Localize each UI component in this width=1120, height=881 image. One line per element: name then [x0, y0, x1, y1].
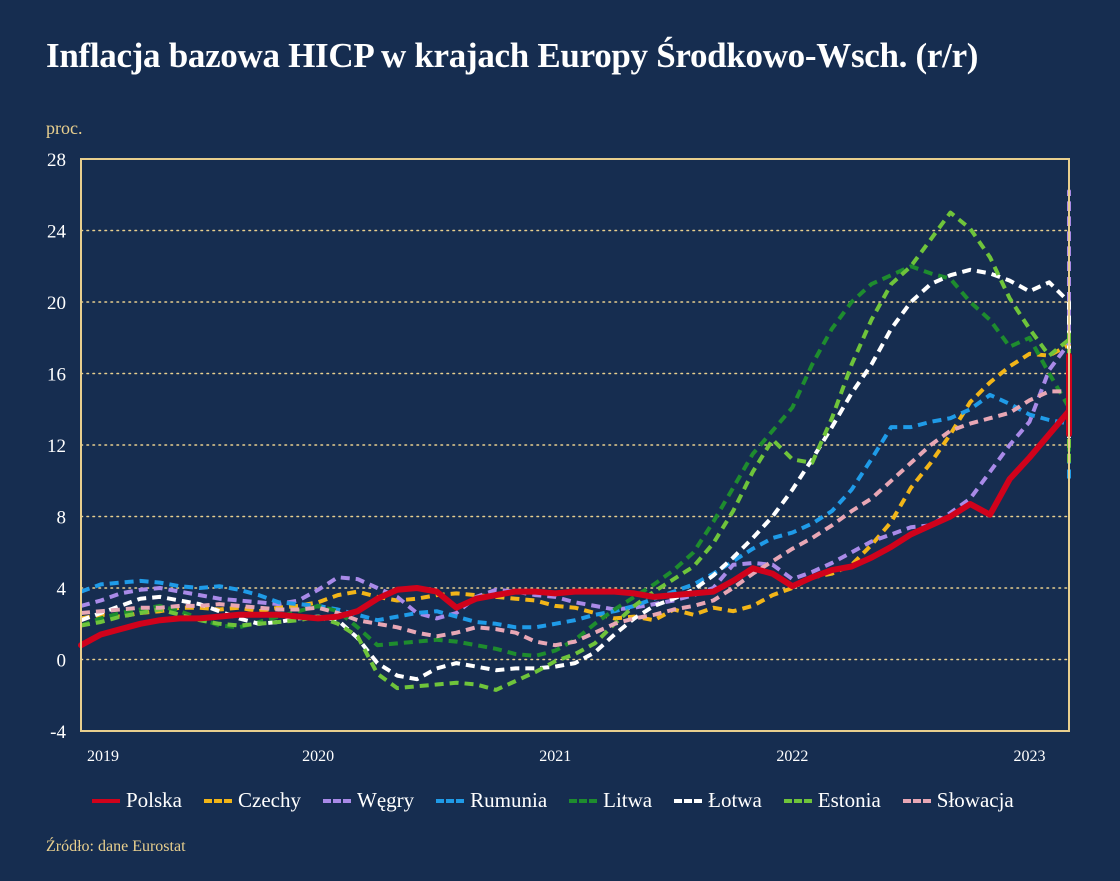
source-note: Źródło: dane Eurostat — [46, 838, 186, 855]
series-line-litwa — [80, 264, 1071, 658]
y-tick-label: 16 — [47, 365, 66, 386]
legend-item: Węgry — [323, 788, 414, 813]
y-tick-label: 8 — [57, 508, 67, 529]
series-lines — [78, 189, 1072, 692]
series-line-czechy — [80, 319, 1071, 623]
legend-label: Estonia — [817, 788, 881, 812]
legend-swatch — [902, 798, 931, 803]
legend-item: Polska — [92, 788, 182, 813]
series-line-rumunia — [80, 392, 1071, 630]
unit-label: proc. — [46, 118, 83, 138]
legend-item: Słowacja — [902, 788, 1014, 813]
y-tick-label: 24 — [47, 222, 67, 243]
x-tick-label: 2020 — [302, 748, 334, 765]
legend-label: Węgry — [357, 788, 415, 812]
legend-swatch — [436, 798, 465, 803]
x-tick-label: 2019 — [87, 748, 119, 765]
chart-title: Inflacja bazowa HICP w krajach Europy Śr… — [46, 36, 979, 75]
series-line-węgry — [80, 189, 1071, 621]
x-tick-label: 2022 — [776, 748, 808, 765]
legend-label: Łotwa — [708, 788, 762, 812]
legend-swatch — [569, 798, 598, 803]
x-tick-labels: 2019 2020 2021 2022 2023 — [87, 748, 1045, 765]
y-tick-labels: -4 0 4 8 12 16 20 24 28 — [47, 150, 67, 743]
legend-swatch — [674, 798, 703, 803]
y-tick-label: 4 — [57, 579, 67, 600]
y-tick-label: 20 — [47, 293, 66, 314]
legend-swatch — [323, 798, 351, 803]
legend-swatch — [783, 798, 812, 803]
legend-label: Czechy — [238, 788, 301, 812]
legend-label: Słowacja — [936, 788, 1014, 812]
legend-label: Polska — [126, 788, 183, 812]
y-tick-label: 0 — [57, 651, 67, 672]
legend: Polska Czechy Węgry Rumunia Litwa Łotwa Estoni… — [92, 788, 1036, 813]
legend-item: Estonia — [783, 788, 881, 813]
series-line-łotwa — [80, 267, 1071, 682]
legend-item: Czechy — [204, 788, 301, 813]
legend-label: Litwa — [603, 788, 653, 812]
x-tick-label: 2023 — [1013, 748, 1045, 765]
y-tick-label: -4 — [50, 722, 66, 743]
series-line-słowacja — [80, 380, 1071, 648]
grid-layer — [80, 229, 1070, 661]
legend-swatch — [92, 798, 120, 803]
legend-item: Litwa — [569, 788, 652, 813]
x-tick-label: 2021 — [539, 748, 571, 765]
legend-item: Łotwa — [674, 788, 762, 813]
series-line-polska — [78, 352, 1072, 649]
legend-swatch — [204, 798, 233, 803]
legend-label: Rumunia — [470, 788, 548, 812]
plot-frame — [80, 158, 1070, 732]
legend-item: Rumunia — [436, 788, 547, 813]
y-tick-label: 12 — [47, 436, 66, 457]
y-tick-label: 28 — [47, 150, 66, 171]
